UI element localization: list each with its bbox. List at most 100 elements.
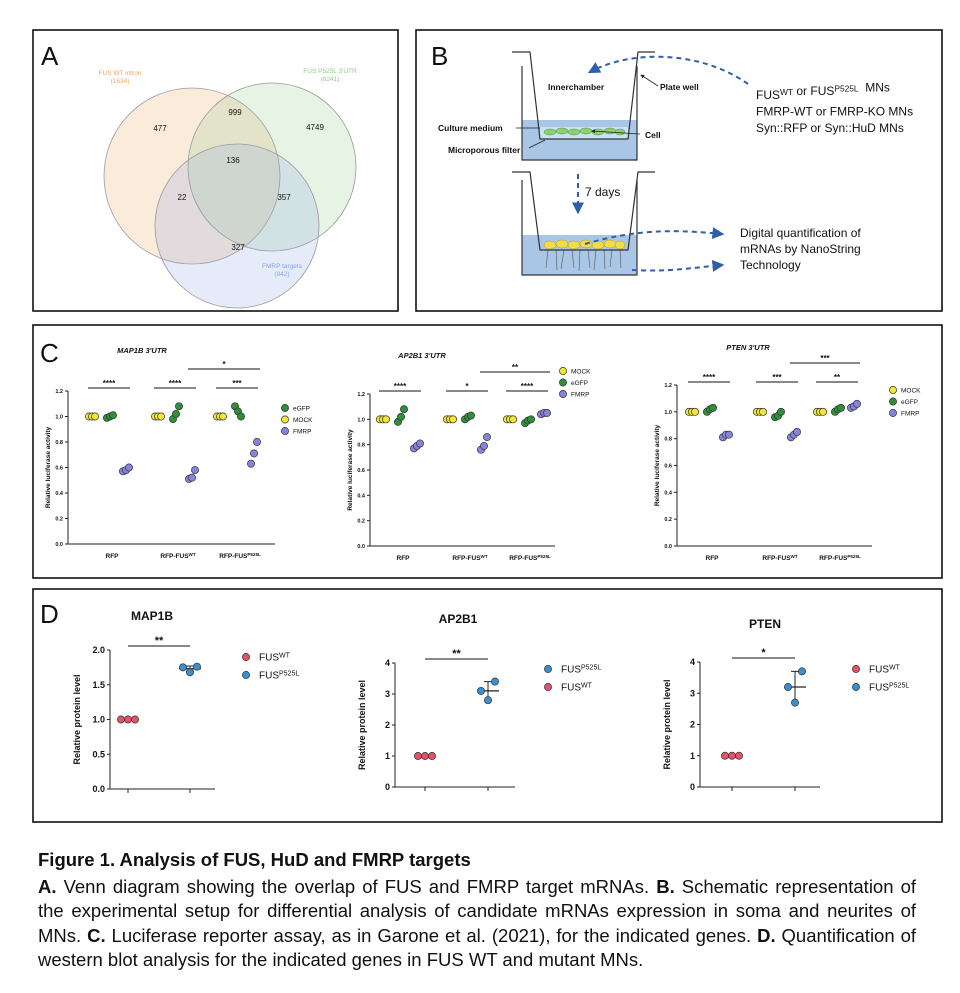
data-point xyxy=(175,402,183,411)
y-tick-label: 0.6 xyxy=(664,463,672,469)
legend-swatch xyxy=(281,427,289,435)
data-point xyxy=(798,667,806,676)
y-tick-label: 0.6 xyxy=(55,465,63,471)
data-point xyxy=(527,415,535,424)
panel-frame xyxy=(32,29,399,312)
data-point xyxy=(193,662,201,671)
text-run: RFP-FUS xyxy=(452,555,481,562)
significance-label: * xyxy=(222,360,226,369)
cell xyxy=(543,128,557,136)
x-tick-label: RFP-FUSWT xyxy=(452,554,487,562)
data-point xyxy=(186,668,194,677)
y-tick-label: 0.5 xyxy=(92,749,105,759)
y-tick-label: 1.0 xyxy=(55,414,63,420)
legend-label: eGFP xyxy=(571,380,588,387)
y-tick-label: 2.0 xyxy=(92,645,105,655)
text-run: RFP xyxy=(397,555,411,562)
caption-label: B. xyxy=(656,875,675,897)
y-tick-label: 4 xyxy=(690,657,695,667)
data-point xyxy=(414,752,422,760)
y-axis-label: Relative protein level xyxy=(72,674,82,764)
venn-count: 136 xyxy=(226,156,240,165)
y-tick-label: 0.8 xyxy=(55,440,63,446)
venn-set-label: FMRP targets xyxy=(262,263,303,270)
data-point xyxy=(428,752,436,760)
venn-set-count: (1634) xyxy=(111,78,130,85)
insert xyxy=(512,51,655,140)
arrow xyxy=(584,227,725,245)
cell xyxy=(579,127,593,135)
x-tick-label: RFP-FUSP525L xyxy=(509,554,551,562)
pointer xyxy=(528,139,546,149)
significance-label: ** xyxy=(452,648,461,660)
label: 7 days xyxy=(585,185,620,199)
venn-set-count: (842) xyxy=(274,271,289,278)
text-run: RFP xyxy=(706,555,720,562)
y-axis-label: Relative protein level xyxy=(662,679,672,769)
cell xyxy=(603,127,617,135)
significance-label: ** xyxy=(155,635,164,647)
y-tick-label: 0 xyxy=(690,782,695,792)
readout-label: Digital quantification of xyxy=(740,226,861,240)
y-tick-label: 0.4 xyxy=(664,490,673,496)
significance-label: **** xyxy=(703,373,716,382)
cell xyxy=(603,239,617,249)
data-point xyxy=(477,686,485,695)
venn-count: 327 xyxy=(231,243,245,252)
caption-label: C. xyxy=(87,924,106,946)
text-run: RFP-FUS xyxy=(509,555,538,562)
text-run: RFP-FUS xyxy=(160,553,189,560)
chart: 0.0 0.2 0.4 0.6 0.8 1.0 1.2 AP2B1 3'UTR Relative… xyxy=(347,351,591,562)
venn-count: 4749 xyxy=(306,123,324,132)
superscript: WT xyxy=(791,554,798,559)
text-run: FUS xyxy=(756,88,780,102)
data-point xyxy=(759,407,767,416)
transwell-schematic: Innerchamber Plate well Culture medium C… xyxy=(438,51,749,276)
data-point xyxy=(382,415,390,424)
text-run: FUS xyxy=(259,653,279,664)
legend-swatch xyxy=(852,683,860,691)
significance-label: ** xyxy=(512,363,519,372)
superscript: WT xyxy=(889,664,901,671)
data-point xyxy=(837,403,845,412)
panel-letter: C xyxy=(40,338,59,368)
data-point xyxy=(131,715,139,724)
y-axis-label: Relative protein level xyxy=(357,680,367,770)
y-tick-label: 1.2 xyxy=(55,389,63,395)
panel-frame xyxy=(415,29,943,312)
data-point xyxy=(543,409,551,417)
text-run: FUS xyxy=(869,665,889,676)
y-tick-label: 1.0 xyxy=(92,715,105,725)
data-point xyxy=(491,677,499,686)
venn-set xyxy=(154,143,320,309)
superscript: WT xyxy=(481,554,488,559)
legend-swatch xyxy=(889,397,897,406)
y-axis-label: Relative luciferase activity xyxy=(654,424,661,506)
legend-swatch xyxy=(242,671,250,679)
data-point xyxy=(172,410,180,418)
data-point xyxy=(853,399,861,408)
legend-label: eGFP xyxy=(901,399,918,406)
data-point xyxy=(819,407,827,416)
caption-text: Schematic representation of the experime… xyxy=(38,875,917,946)
cell xyxy=(543,240,557,250)
text-run: FMRP-WT or FMRP-KO MNs xyxy=(756,105,913,119)
superscript: P525L xyxy=(247,552,261,557)
data-point xyxy=(157,412,165,421)
cell xyxy=(555,127,569,135)
caption-label: D. xyxy=(757,924,776,946)
data-point xyxy=(397,412,405,421)
data-point xyxy=(467,411,475,420)
label: Innerchamber xyxy=(548,82,605,92)
text-run: FUS xyxy=(259,671,279,682)
superscript: P525L xyxy=(581,664,601,671)
chart: 0.0 0.2 0.4 0.6 0.8 1.0 1.2 MAP1B 3'UTR Relative… xyxy=(45,346,313,560)
legend-swatch xyxy=(281,415,289,424)
legend-swatch xyxy=(559,367,567,375)
caption-title: Figure 1. Analysis of FUS, HuD and FMRP … xyxy=(38,849,471,870)
y-tick-label: 1.2 xyxy=(357,392,365,398)
superscript: WT xyxy=(780,87,793,97)
x-tick-label: RFP-FUSWT xyxy=(762,554,797,562)
venn-count: 22 xyxy=(178,193,187,202)
legend-swatch xyxy=(852,665,860,673)
